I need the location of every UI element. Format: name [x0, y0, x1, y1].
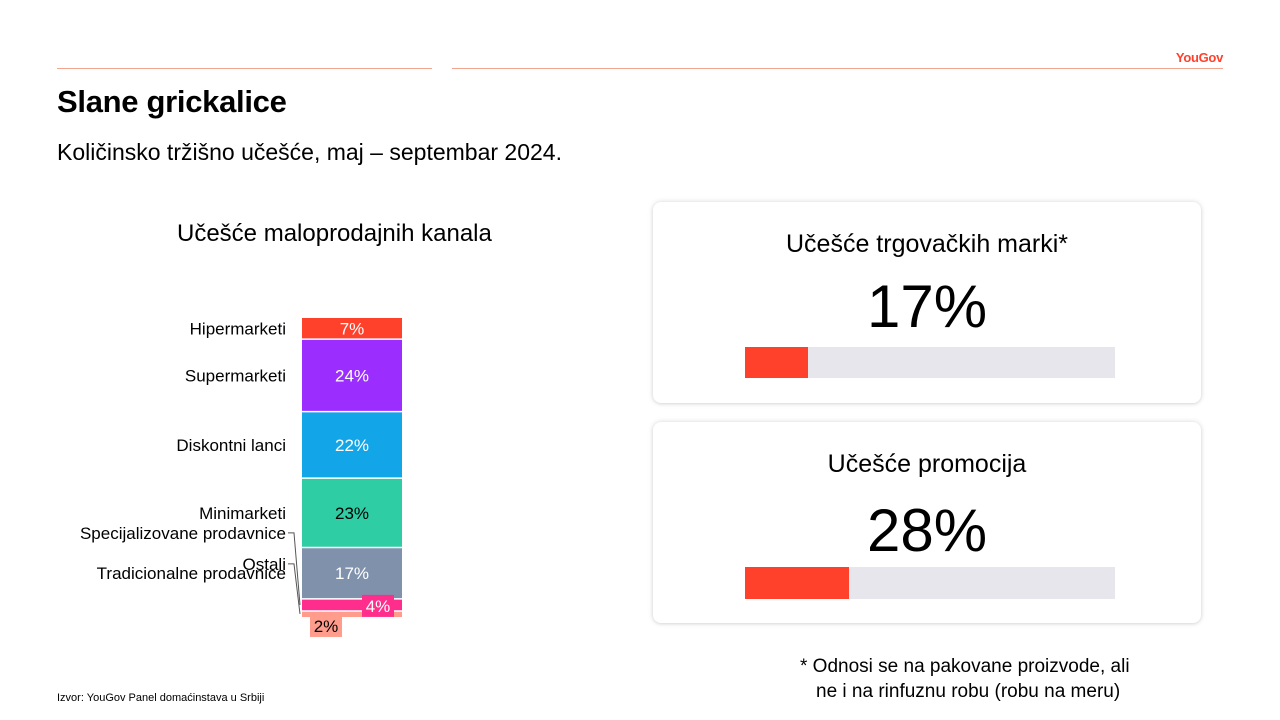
- category-label-tradicionalne-prodavnice: Tradicionalne prodavnice: [97, 564, 286, 583]
- category-label-supermarketi: Supermarketi: [185, 366, 286, 385]
- promotion-card: Učešće promocija 28%: [653, 422, 1201, 623]
- chart-title: Učešće maloprodajnih kanala: [177, 220, 492, 247]
- page-title: Slane grickalice: [57, 84, 287, 119]
- value-label-specijalizovane-prodavnice: 4%: [366, 597, 391, 616]
- value-callout-ostali: [310, 614, 342, 637]
- private-label-card: Učešće trgovačkih marki* 17%: [653, 202, 1201, 403]
- yougov-logo: YouGov: [1175, 50, 1223, 65]
- leader-line-specijalizovane-prodavnice: [288, 532, 301, 605]
- bar-segment-minimarketi: [302, 478, 402, 548]
- private-label-value: 17%: [866, 273, 988, 340]
- category-label-diskontni-lanci: Diskontni lanci: [176, 436, 286, 455]
- value-label-ostali: 2%: [314, 617, 339, 636]
- bar-segment-diskontni-lanci: [302, 411, 402, 479]
- private-label-bar-track: [745, 347, 1115, 378]
- footnote-line-2: ne i na rinfuznu robu (robu na meru): [816, 681, 1121, 702]
- channel-share-chart: Hipermarketi Supermarketi Diskontni lanci M…: [80, 318, 402, 637]
- value-label-diskontni-lanci: 22%: [335, 436, 369, 455]
- value-label-hipermarketi: 7%: [340, 320, 365, 339]
- promotion-bar-track: [745, 567, 1115, 599]
- footnote: * Odnosi se na pakovane proizvode, ali n…: [800, 654, 1130, 704]
- promotion-value: 28%: [866, 497, 988, 564]
- footnote-line-1: * Odnosi se na pakovane proizvode, ali: [800, 656, 1130, 677]
- value-callout-specijalizovane-prodavnice: [362, 594, 394, 617]
- bar-segment-supermarketi: [302, 339, 402, 412]
- bar-segment-ostali: [302, 610, 402, 617]
- bar-segment-tradicionalne-prodavnice: [302, 547, 402, 599]
- leader-line-ostali: [288, 563, 301, 615]
- promotion-title: Učešće promocija: [827, 450, 1027, 478]
- private-label-bar-fill: [745, 347, 808, 378]
- private-label-title: Učešće trgovačkih marki*: [785, 230, 1069, 258]
- value-label-tradicionalne-prodavnice: 17%: [335, 564, 369, 583]
- promotion-bar-fill: [745, 567, 849, 599]
- value-label-supermarketi: 24%: [335, 366, 369, 385]
- value-label-minimarketi: 23%: [335, 504, 369, 523]
- category-label-specijalizovane-prodavnice: Specijalizovane prodavnice: [80, 524, 286, 543]
- bar-segment-hipermarketi: [302, 318, 402, 340]
- source-note: Izvor: YouGov Panel domaćinstava u Srbij…: [57, 692, 265, 704]
- header-rule-left: [57, 68, 432, 69]
- category-label-ostali: Ostali: [243, 555, 286, 574]
- category-label-minimarketi: Minimarketi: [199, 504, 286, 523]
- header-rule-right: [452, 68, 1223, 69]
- category-label-hipermarketi: Hipermarketi: [190, 320, 286, 339]
- page-subtitle: Količinsko tržišno učešće, maj – septemb…: [57, 139, 562, 165]
